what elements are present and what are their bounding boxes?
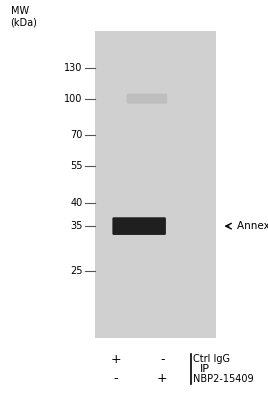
Text: 130: 130 [64,63,83,73]
FancyBboxPatch shape [112,217,166,235]
Text: -: - [114,372,118,385]
Bar [95,31,216,338]
Text: 40: 40 [70,198,83,208]
Text: IP: IP [200,364,210,374]
Text: 70: 70 [70,130,83,140]
Text: 55: 55 [70,161,83,171]
Text: MW
(kDa): MW (kDa) [10,6,37,27]
Text: 35: 35 [70,221,83,231]
Text: 100: 100 [64,94,83,104]
Text: 25: 25 [70,266,83,276]
Text: Annexin IV: Annexin IV [237,221,268,231]
FancyBboxPatch shape [126,94,167,104]
Text: +: + [157,372,168,385]
Text: Ctrl IgG: Ctrl IgG [193,354,230,364]
Text: -: - [160,353,165,366]
Text: NBP2-15409: NBP2-15409 [193,374,254,384]
Text: +: + [111,353,121,366]
